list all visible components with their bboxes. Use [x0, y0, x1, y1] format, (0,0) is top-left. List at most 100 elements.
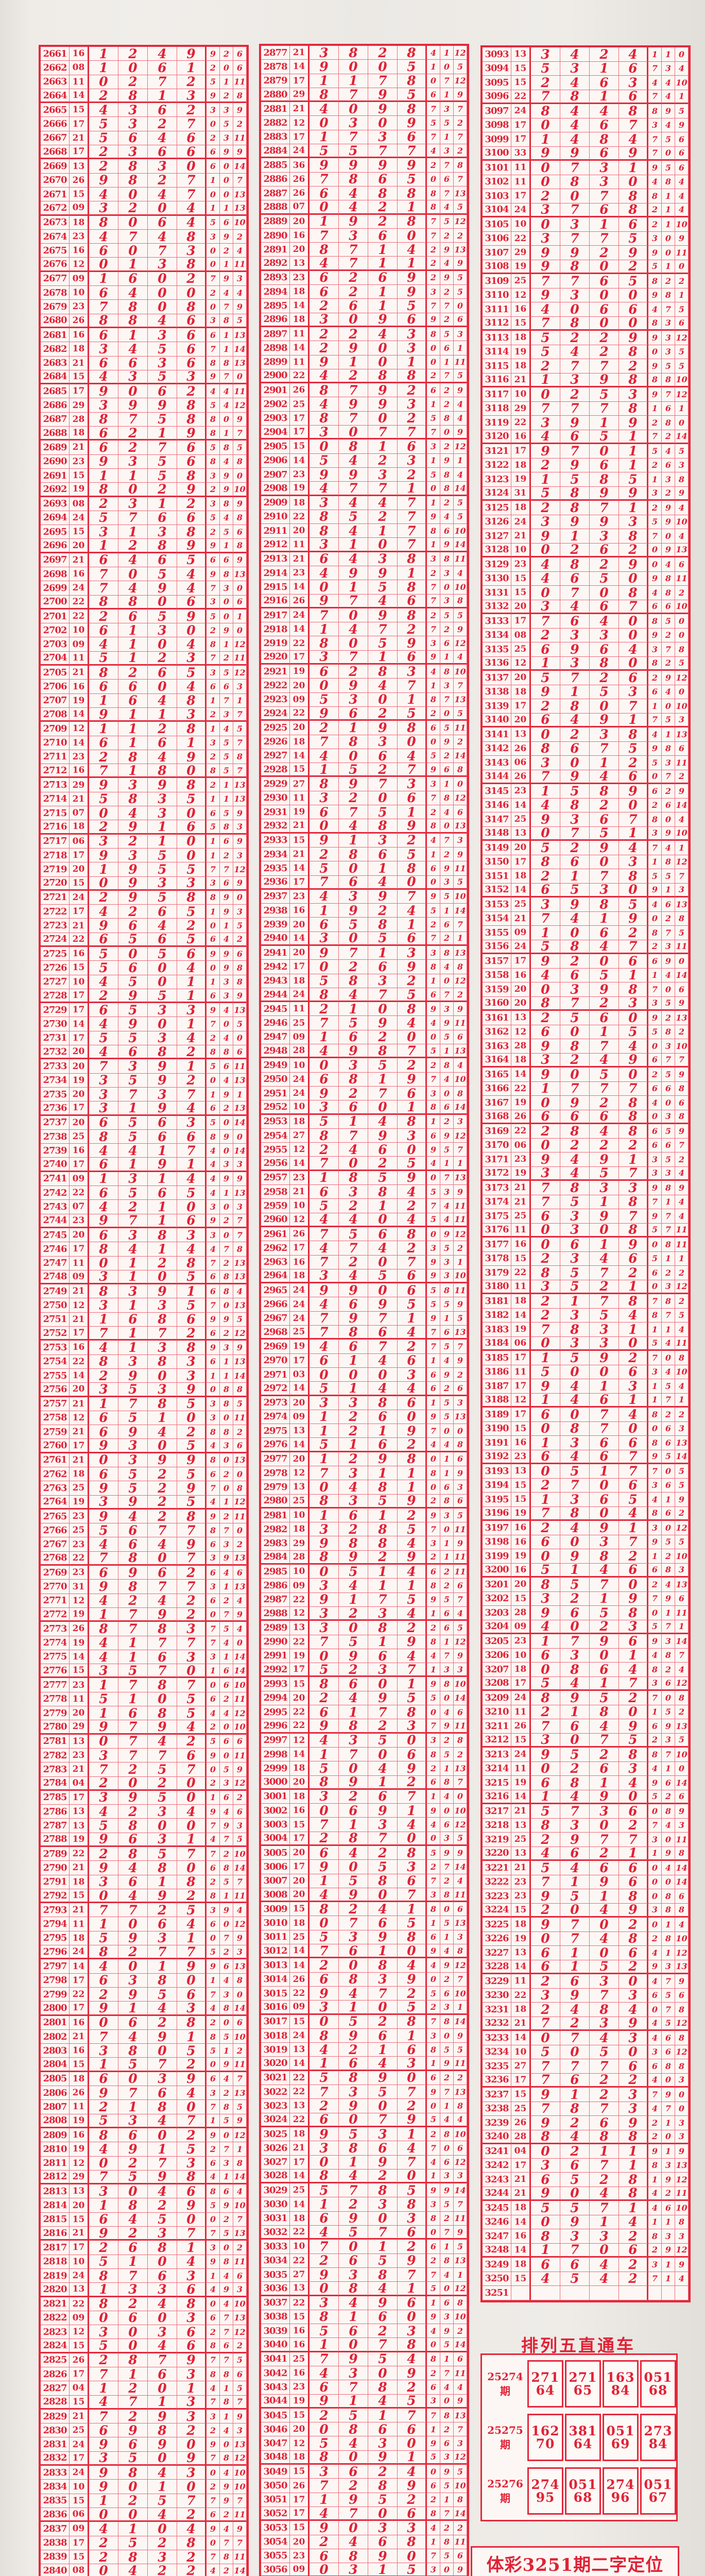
sum-cell: 15 [70, 2494, 89, 2508]
digit-cell: 5 [309, 692, 339, 707]
aux-cell: 4 [662, 557, 675, 572]
sum-cell: 23 [290, 2549, 309, 2564]
aux-cell: 9 [427, 1255, 440, 1269]
sum-cell: 24 [70, 1945, 89, 1960]
digit-cell: 0 [368, 1255, 398, 1269]
period-cell: 3128 [483, 543, 511, 557]
aux-cell: 6 [233, 2268, 247, 2283]
aux-cell: 3 [220, 2156, 233, 2171]
digit-cell: 4 [309, 2506, 339, 2521]
aux-cell: 1 [427, 1114, 440, 1129]
digit-cell: 3 [531, 203, 560, 217]
digit-cell: 5 [309, 1438, 339, 1452]
aux-cell: 12 [233, 398, 247, 413]
digit-cell: 8 [398, 1930, 427, 1945]
aux-cell: 0 [207, 2212, 220, 2227]
aux-cell: 4 [675, 529, 689, 544]
digit-cell: 9 [339, 1283, 368, 1298]
aux-cell: 6 [454, 2549, 467, 2564]
aux-cell: 8 [427, 1635, 440, 1649]
digit-cell: 9 [560, 1691, 590, 1705]
digit-cell: 9 [177, 1537, 207, 1552]
digit-cell: 1 [590, 90, 619, 104]
sum-cell: 17 [511, 855, 531, 869]
digit-cell: 3 [619, 76, 648, 90]
sum-cell: 21 [70, 356, 89, 370]
aux-cell: 2 [207, 778, 220, 792]
digit-cell: 7 [309, 1311, 339, 1326]
digit-cell: 0 [148, 680, 177, 694]
aux-cell: 13 [233, 2086, 247, 2100]
digit-cell: 9 [309, 355, 339, 369]
aux-cell: 9 [440, 270, 454, 285]
sum-cell: 09 [70, 2311, 89, 2326]
digit-cell: 1 [309, 1030, 339, 1045]
aux-cell: 4 [648, 727, 662, 742]
digit-cell: 8 [148, 2241, 177, 2255]
sum-cell: 16 [70, 1341, 89, 1355]
period-cell: 2759 [41, 1425, 70, 1439]
digit-cell: 4 [118, 581, 148, 596]
aux-cell: 4 [427, 1157, 440, 1171]
aux-cell: 4 [675, 1209, 689, 1224]
sum-cell: 20 [511, 982, 531, 997]
digit-cell: 8 [339, 2282, 368, 2296]
digit-cell: 6 [590, 1011, 619, 1025]
aux-cell: 4 [675, 812, 689, 827]
digit-cell: 9 [309, 60, 339, 74]
aux-cell: 3 [233, 2283, 247, 2297]
aux-cell: 2 [675, 1408, 689, 1422]
aux-cell: 3 [440, 102, 454, 116]
digit-cell: 9 [148, 778, 177, 792]
digit-cell: 0 [89, 2311, 118, 2326]
digit-cell: 1 [118, 651, 148, 666]
digit-cell: 0 [177, 2100, 207, 2114]
digit-cell: 1 [531, 373, 560, 387]
aux-cell: 3 [233, 680, 247, 694]
digit-cell: 5 [89, 2339, 118, 2353]
aux-cell: 1 [648, 472, 662, 487]
aux-cell: 9 [662, 543, 675, 557]
period-cell: 2773 [41, 1622, 70, 1636]
aux-cell: 9 [427, 1944, 440, 1959]
aux-cell: 0 [440, 1691, 454, 1706]
aux-cell: 11 [454, 861, 467, 876]
sum-cell: 11 [70, 1917, 89, 1931]
aux-cell: 10 [675, 600, 689, 614]
aux-cell: 4 [427, 1016, 440, 1030]
sum-cell: 21 [70, 2227, 89, 2241]
digit-cell: 2 [148, 117, 177, 131]
digit-cell: 0 [531, 727, 560, 742]
aux-cell: 13 [454, 243, 467, 257]
digit-cell: 1 [339, 1114, 368, 1129]
digit-cell: 0 [590, 1223, 619, 1238]
period-cell: 2816 [41, 2227, 70, 2241]
aux-cell: 0 [440, 580, 454, 595]
digit-cell: 8 [398, 1705, 427, 1720]
digit-cell: 2 [339, 1424, 368, 1438]
aux-cell: 8 [220, 1861, 233, 1875]
sum-cell: 15 [511, 1591, 531, 1606]
period-cell: 3001 [261, 1789, 290, 1804]
sum-cell: 20 [70, 2198, 89, 2213]
digit-cell: 9 [560, 642, 590, 657]
digit-cell: 1 [590, 1195, 619, 1209]
aux-cell: 2 [662, 1266, 675, 1280]
digit-cell: 3 [339, 889, 368, 904]
period-cell: 3014 [261, 1972, 290, 1987]
aux-cell: 8 [220, 2100, 233, 2114]
digit-cell: 9 [398, 2113, 427, 2127]
aux-cell: 9 [662, 501, 675, 515]
aux-cell: 6 [427, 2479, 440, 2493]
sum-cell: 17 [511, 699, 531, 714]
digit-cell: 0 [398, 2436, 427, 2451]
digit-cell: 0 [309, 439, 339, 454]
digit-cell: 9 [590, 1351, 619, 1365]
sum-cell: 15 [290, 1902, 309, 1917]
sum-cell: 18 [70, 1875, 89, 1889]
aux-cell: 9 [648, 1450, 662, 1464]
aux-cell: 5 [220, 1762, 233, 1777]
sum-cell: 08 [70, 61, 89, 75]
aux-cell: 1 [207, 693, 220, 708]
aux-cell: 13 [454, 1044, 467, 1059]
